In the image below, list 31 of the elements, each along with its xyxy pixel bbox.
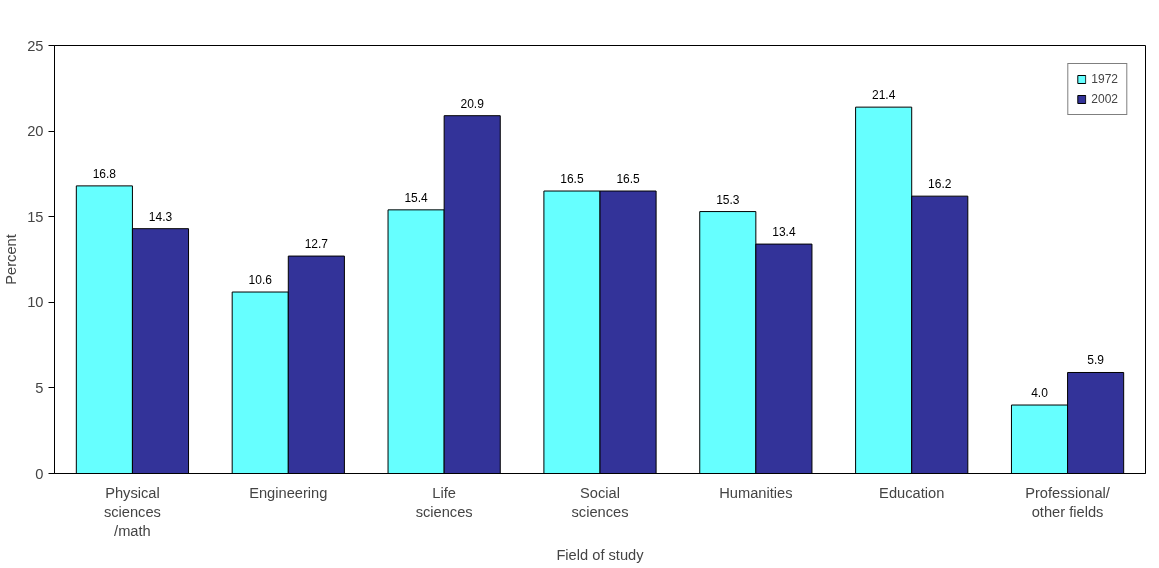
x-axis-title: Field of study [556,546,645,563]
data-label: 15.3 [716,192,740,207]
x-tick-label: Social sciences [571,484,629,520]
data-label: 16.8 [92,166,117,181]
data-label: 16.5 [616,172,641,187]
x-tick-label: Engineering [249,484,328,501]
y-tick-label: 5 [35,379,44,396]
x-tick-label: Humanities [719,484,793,501]
y-axis-title: Percent [3,234,20,285]
y-tick-label: 15 [27,208,44,225]
data-label: 14.3 [148,209,173,224]
x-tick-label: Professional/ other fields [1025,484,1111,520]
data-label: 16.2 [928,177,952,192]
y-tick-label: 0 [35,465,44,482]
data-label: 4.0 [1031,386,1049,401]
y-tick-label: 25 [27,37,44,54]
data-label: 12.7 [304,237,329,252]
data-label: 10.6 [248,273,273,288]
data-label: 16.5 [560,172,584,187]
y-tick-label: 10 [27,294,44,311]
data-label: 15.4 [404,190,429,205]
x-tick-label: Life sciences [415,484,473,520]
legend-label: 1972 [1091,72,1118,86]
data-label: 5.9 [1087,353,1105,368]
legend-label: 2002 [1091,92,1118,106]
data-label: 20.9 [460,96,485,111]
data-label: 21.4 [871,88,896,103]
y-tick-label: 20 [27,123,44,140]
x-tick-label: Physical sciences /math [103,484,161,539]
data-label: 13.4 [772,225,796,240]
x-tick-label: Education [879,484,945,501]
